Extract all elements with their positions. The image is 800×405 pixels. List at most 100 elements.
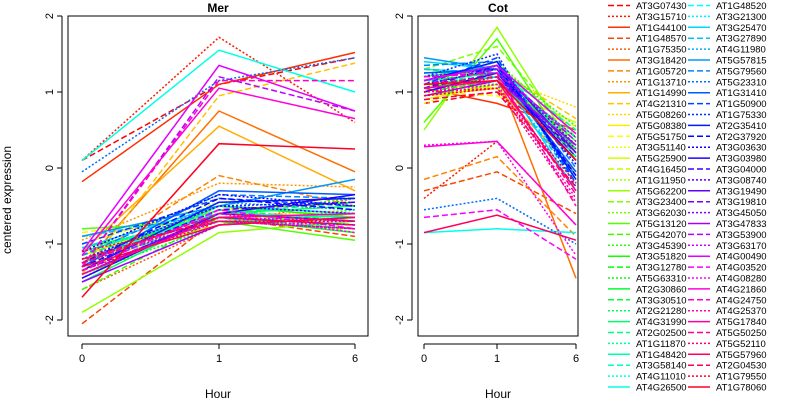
series-line-cot-AT1G48570 bbox=[423, 171, 577, 215]
legend-label: AT1G11950 bbox=[636, 175, 686, 186]
legend-item: AT3G51820 bbox=[608, 252, 687, 263]
series-line-cot-AT1G79550 bbox=[423, 87, 577, 184]
x-tick-label-cot-2: 6 bbox=[573, 353, 579, 365]
legend-item: AT3G03630 bbox=[688, 143, 767, 154]
legend-item: AT1G48420 bbox=[608, 350, 687, 361]
legend-item: AT2G37920 bbox=[688, 132, 767, 143]
legend-label: AT5G17840 bbox=[716, 317, 767, 328]
legend-item: AT1G75330 bbox=[688, 110, 767, 121]
legend-item: AT4G00490 bbox=[688, 252, 767, 263]
legend-item: AT3G53900 bbox=[688, 230, 767, 241]
legend-label: AT3G25470 bbox=[716, 23, 767, 34]
legend-label: AT3G45050 bbox=[716, 208, 767, 219]
legend-item: AT1G05720 bbox=[608, 66, 687, 77]
series-line-cot-AT5G13120 bbox=[423, 37, 577, 161]
legend-item: AT4G08280 bbox=[688, 274, 767, 285]
series-line-mer-AT5G23310 bbox=[81, 57, 356, 173]
legend-item: AT5G57960 bbox=[688, 350, 767, 361]
legend-item: AT2G02500 bbox=[608, 328, 687, 339]
series-line-cot-AT3G45050 bbox=[423, 75, 577, 150]
legend-label: AT3G51140 bbox=[636, 143, 686, 154]
series-line-cot-AT4G21860 bbox=[423, 140, 577, 226]
panel-title-cot: Cot bbox=[488, 1, 508, 15]
series-line-mer-AT3G15710 bbox=[81, 36, 356, 161]
legend-item: AT3G27890 bbox=[688, 34, 767, 45]
legend-item: AT3G12780 bbox=[608, 263, 687, 274]
legend-label: AT2G04530 bbox=[716, 361, 767, 372]
series-line-cot-AT5G23310 bbox=[423, 197, 577, 245]
legend-item: AT5G25900 bbox=[608, 154, 687, 165]
legend-label: AT4G03520 bbox=[716, 263, 767, 274]
series-line-mer-AT4G11010 bbox=[81, 212, 356, 260]
legend-label: AT3G08740 bbox=[716, 175, 767, 186]
series-line-mer-AT3G03630 bbox=[81, 193, 356, 253]
legend-label: AT1G48570 bbox=[636, 34, 687, 45]
legend: AT3G07430AT3G15710AT1G44100AT1G48570AT1G… bbox=[608, 1, 767, 394]
legend-label: AT3G19490 bbox=[716, 186, 767, 197]
legend-label: AT4G21860 bbox=[716, 284, 767, 295]
legend-label: AT5G23310 bbox=[716, 77, 767, 88]
legend-label: AT1G75350 bbox=[636, 45, 687, 56]
legend-label: AT4G11010 bbox=[636, 372, 686, 383]
legend-item: AT1G48520 bbox=[688, 1, 767, 12]
legend-label: AT5G57815 bbox=[716, 56, 767, 67]
series-line-cot-AT4G25370 bbox=[423, 83, 577, 199]
x-tick-label-cot-0: 0 bbox=[421, 353, 427, 365]
legend-item: AT1G11950 bbox=[608, 175, 686, 186]
legend-item: AT1G14990 bbox=[608, 88, 687, 99]
series-line-mer-AT4G25370 bbox=[81, 220, 356, 260]
legend-label: AT1G48420 bbox=[636, 350, 687, 361]
legend-label: AT3G15710 bbox=[636, 12, 687, 23]
series-line-mer-AT5G57960 bbox=[81, 216, 356, 268]
series-line-cot-AT4G26500 bbox=[423, 228, 577, 234]
legend-label: AT1G79550 bbox=[716, 372, 767, 383]
legend-label: AT4G11980 bbox=[716, 45, 766, 56]
legend-item: AT5G62200 bbox=[608, 186, 687, 197]
legend-label: AT5G57960 bbox=[716, 350, 767, 361]
legend-item: AT1G75350 bbox=[608, 45, 687, 56]
legend-item: AT2G04530 bbox=[688, 361, 767, 372]
series-line-mer-AT1G14990 bbox=[81, 125, 356, 253]
series-line-mer-AT5G08260 bbox=[81, 209, 356, 238]
series-line-mer-AT4G21860 bbox=[81, 87, 356, 256]
legend-item: AT3G19810 bbox=[688, 197, 767, 208]
legend-label: AT5G62200 bbox=[636, 186, 687, 197]
legend-item: AT2G35410 bbox=[688, 121, 767, 132]
legend-label: AT1G31410 bbox=[716, 88, 767, 99]
series-group-mer bbox=[81, 36, 356, 325]
legend-item: AT1G13710 bbox=[608, 77, 687, 88]
y-tick-label-mer-2: 0 bbox=[44, 165, 56, 171]
legend-label: AT5G63310 bbox=[636, 274, 687, 285]
legend-label: AT5G52110 bbox=[716, 339, 766, 350]
series-line-cot-AT3G53900 bbox=[423, 68, 577, 142]
legend-label: AT4G25370 bbox=[716, 306, 767, 317]
x-tick-label-mer-0: 0 bbox=[79, 353, 85, 365]
legend-item: AT3G21300 bbox=[688, 12, 767, 23]
series-layer bbox=[81, 26, 577, 325]
legend-item: AT3G03980 bbox=[688, 154, 767, 165]
legend-label: AT3G53900 bbox=[716, 230, 767, 241]
legend-item: AT3G15710 bbox=[608, 12, 687, 23]
legend-label: AT4G08280 bbox=[716, 274, 767, 285]
y-tick-label-mer-0: -2 bbox=[44, 315, 56, 325]
legend-item: AT3G04000 bbox=[688, 165, 767, 176]
legend-item: AT4G26500 bbox=[608, 383, 687, 394]
legend-item: AT1G48570 bbox=[608, 34, 687, 45]
y-axis-title: centered expression bbox=[0, 146, 14, 254]
legend-item: AT5G63310 bbox=[608, 274, 687, 285]
legend-item: AT2G21280 bbox=[608, 306, 687, 317]
legend-item: AT5G42070 bbox=[608, 230, 687, 241]
legend-item: AT3G63170 bbox=[688, 241, 767, 252]
y-tick-label-cot-2: 0 bbox=[394, 165, 406, 171]
legend-label: AT3G19810 bbox=[716, 197, 767, 208]
legend-item: AT5G57815 bbox=[688, 56, 767, 67]
series-line-mer-AT1G79550 bbox=[81, 220, 355, 253]
legend-item: AT3G45390 bbox=[608, 241, 687, 252]
y-tick-label-cot-1: -1 bbox=[394, 239, 406, 249]
plot-frame-cot bbox=[417, 15, 579, 337]
legend-label: AT2G30860 bbox=[636, 284, 687, 295]
legend-item: AT1G78060 bbox=[688, 383, 767, 394]
legend-item: AT1G31410 bbox=[688, 88, 767, 99]
legend-item: AT3G25470 bbox=[688, 23, 767, 34]
legend-label: AT3G18420 bbox=[636, 56, 687, 67]
